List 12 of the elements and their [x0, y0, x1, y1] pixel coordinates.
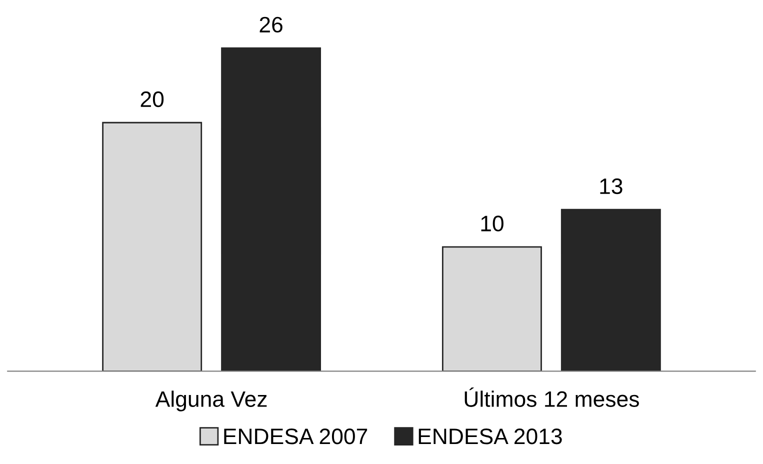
bar [221, 47, 322, 372]
legend-label: ENDESA 2013 [418, 428, 562, 444]
x-tick-label: Últimos 12 meses [464, 387, 639, 407]
bar [442, 246, 542, 372]
data-label: 10 [481, 216, 504, 232]
legend-label: ENDESA 2007 [224, 428, 368, 444]
x-tick-label: Alguna Vez [155, 390, 267, 412]
data-label: 20 [140, 91, 164, 108]
data-label: 13 [600, 178, 622, 194]
bar [560, 208, 661, 372]
data-label: 26 [260, 16, 282, 33]
bar [102, 122, 202, 372]
